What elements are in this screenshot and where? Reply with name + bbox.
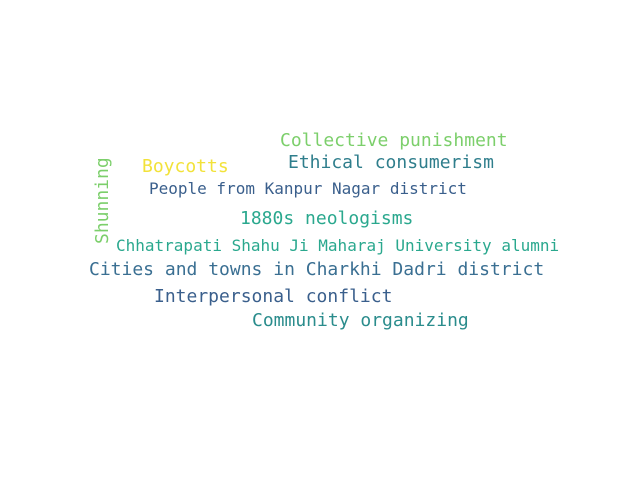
word-ethical-consumerism: Ethical consumerism [288, 152, 494, 173]
word-1880s-neologisms: 1880s neologisms [240, 208, 414, 229]
word-people-from-kanpur-nagar-district: People from Kanpur Nagar district [149, 179, 467, 198]
word-community-organizing: Community organizing [252, 310, 469, 331]
word-boycotts: Boycotts [142, 156, 229, 177]
word-chhatrapati-shahu-ji-maharaj-university-alumni: Chhatrapati Shahu Ji Maharaj University … [116, 236, 560, 255]
word-collective-punishment: Collective punishment [280, 130, 508, 151]
word-cities-and-towns-in-charkhi-dadri-district: Cities and towns in Charkhi Dadri distri… [89, 259, 545, 280]
word-shunning: Shunning [92, 157, 113, 244]
word-interpersonal-conflict: Interpersonal conflict [154, 286, 393, 307]
